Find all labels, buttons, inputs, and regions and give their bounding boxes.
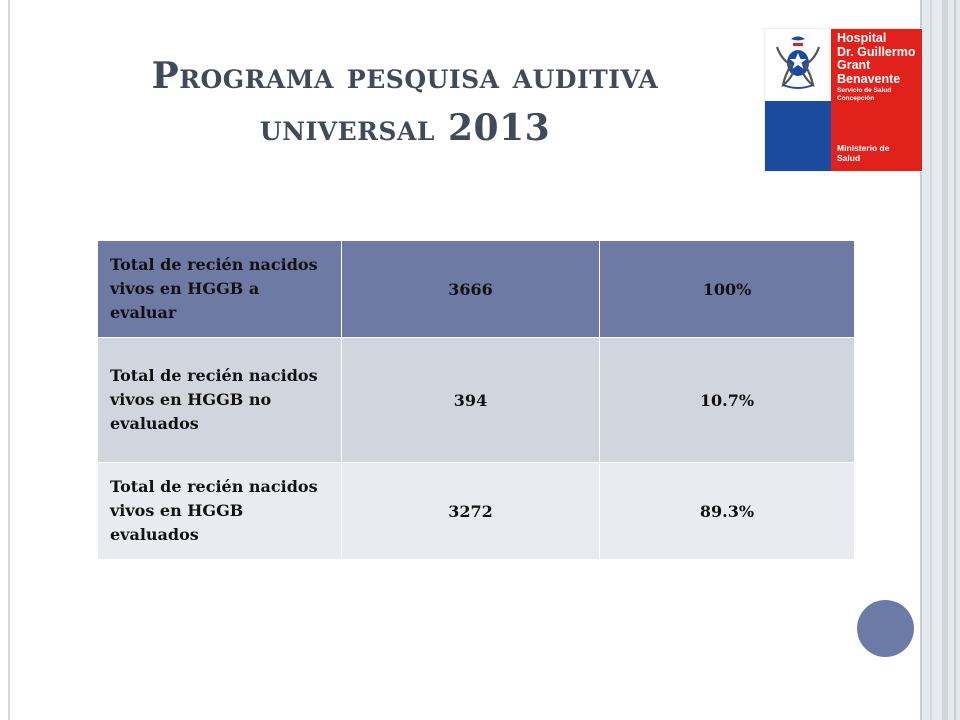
row-percent: 89.3% [599, 462, 855, 560]
table-row: Total de recién nacidos vivos en HGGB a … [97, 240, 855, 338]
table-row: Total de recién nacidos vivos en HGGB ev… [97, 462, 855, 560]
logo-servicio-line: Servicio de Salud [837, 87, 892, 94]
logo-red-panel [831, 29, 922, 171]
row-label: Total de recién nacidos vivos en HGGB no… [97, 337, 342, 463]
logo-hospital-line: Grant [837, 58, 871, 72]
row-count: 3272 [341, 462, 600, 560]
logo-ministerio-line: Salud [837, 153, 861, 163]
hospital-logo: Hospital Dr. Guillermo Grant Benavente S… [765, 29, 922, 171]
statistics-table: Total de recién nacidos vivos en HGGB a … [97, 240, 855, 560]
logo-servicio-line: Concepción [837, 95, 875, 102]
row-count: 3666 [341, 240, 600, 338]
logo-servicio: Servicio de Salud Concepción [837, 87, 921, 103]
strip-line [942, 0, 948, 720]
slide-title: Programa pesquisa auditiva universal 201… [60, 50, 750, 154]
row-percent: 100% [599, 240, 855, 338]
left-border-line [8, 0, 10, 720]
strip-line [930, 0, 932, 720]
coat-of-arms-icon [775, 36, 821, 89]
logo-ministerio-line: Ministerio de [837, 143, 890, 153]
table-row: Total de recién nacidos vivos en HGGB no… [97, 337, 855, 463]
row-count: 394 [341, 337, 600, 463]
row-label: Total de recién nacidos vivos en HGGB a … [97, 240, 342, 338]
row-label: Total de recién nacidos vivos en HGGB ev… [97, 462, 342, 560]
logo-hospital-line: Dr. Guillermo [837, 44, 916, 59]
strip-line [920, 0, 922, 720]
logo-hospital-name: Hospital Dr. Guillermo Grant Benavente [837, 31, 921, 86]
logo-hospital-line: Hospital [837, 31, 887, 45]
logo-ministerio: Ministerio de Salud [837, 143, 921, 163]
row-percent: 10.7% [599, 337, 855, 463]
logo-hospital-line: Benavente [837, 71, 901, 86]
title-line-2: universal 2013 [259, 107, 551, 149]
strip-line [954, 0, 956, 720]
title-line-1: Programa pesquisa auditiva [151, 55, 659, 97]
right-decorative-strip [920, 0, 960, 720]
decorative-circle [857, 600, 914, 657]
